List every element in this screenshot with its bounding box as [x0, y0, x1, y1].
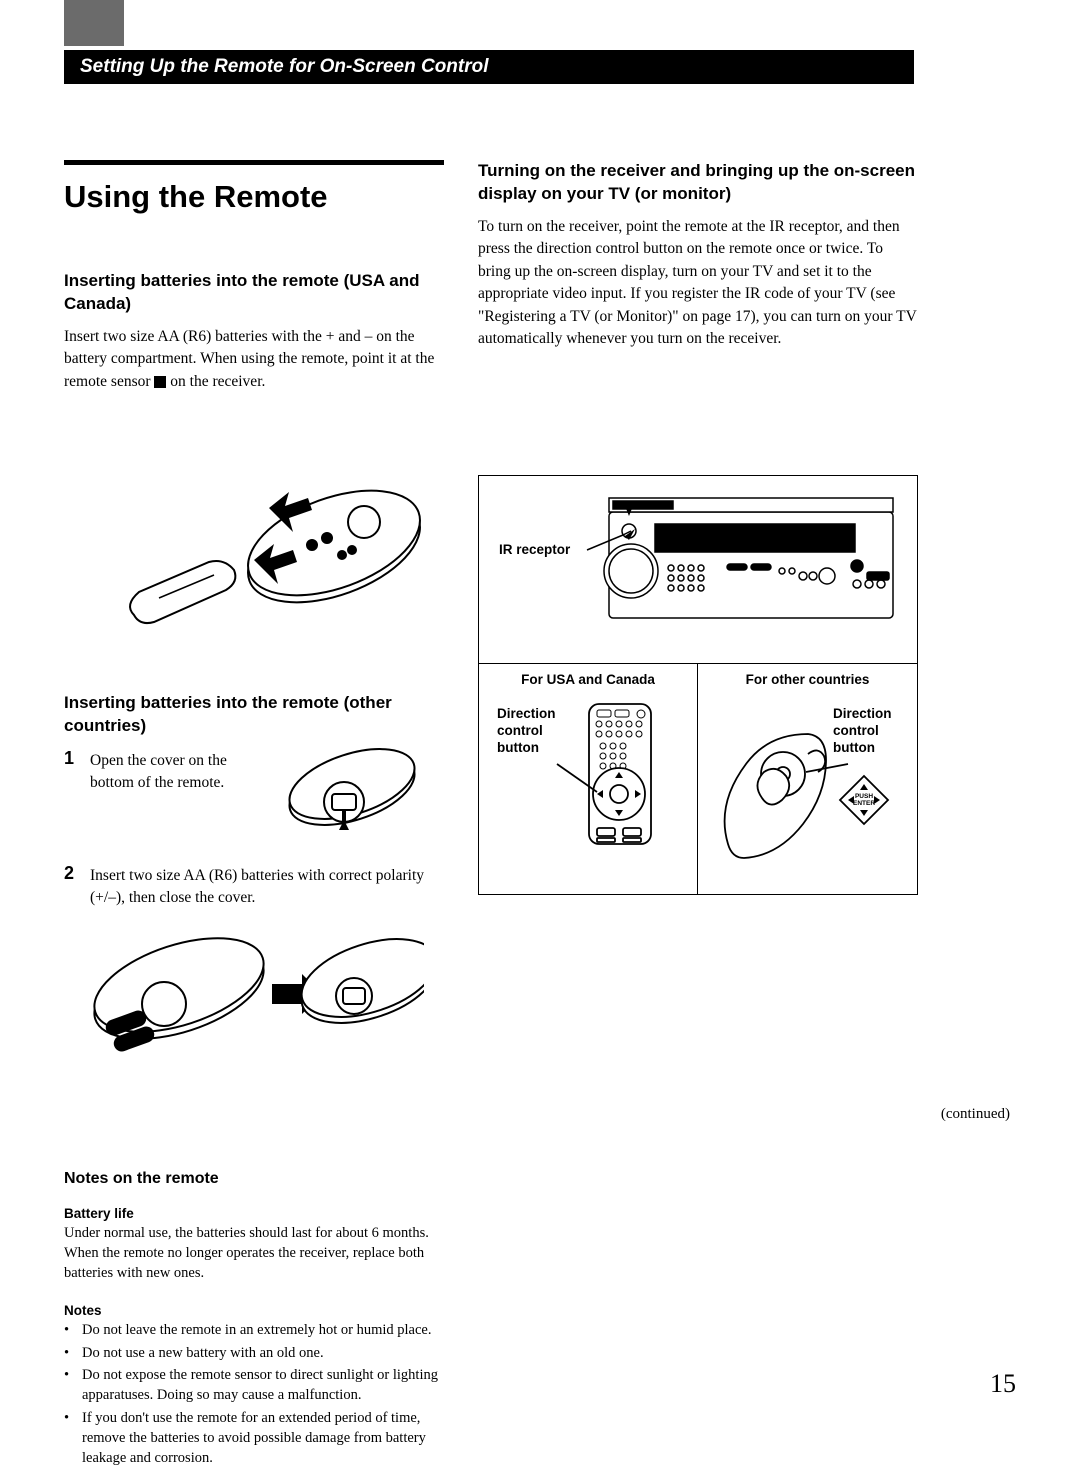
- note-text: If you don't use the remote for an exten…: [82, 1408, 464, 1469]
- receiver-illustration: [479, 476, 915, 664]
- panel-other: For other countries Direction control bu…: [698, 664, 917, 894]
- receiver-diagram: IR receptor For USA and Canada Direction…: [478, 475, 918, 895]
- usa-header: For USA and Canada: [479, 672, 697, 689]
- step-2-text: Insert two size AA (R6) batteries with c…: [90, 863, 444, 910]
- step-1-text: Open the cover on the bottom of the remo…: [90, 748, 260, 843]
- section-insert-other: Inserting batteries into the remote (oth…: [64, 692, 444, 1064]
- battery-life-head: Battery life: [64, 1206, 464, 1221]
- step-2-num: 2: [64, 863, 78, 910]
- step-2: 2 Insert two size AA (R6) batteries with…: [64, 863, 444, 910]
- step-1: 1 Open the cover on the bottom of the re…: [64, 748, 444, 843]
- note-text: Do not use a new battery with an old one…: [82, 1343, 324, 1363]
- subhead-right: Turning on the receiver and bringing up …: [478, 160, 918, 206]
- chapter-header-text: Setting Up the Remote for On-Screen Cont…: [80, 56, 489, 77]
- page-top-tab: [64, 0, 124, 46]
- list-item: •If you don't use the remote for an exte…: [64, 1408, 464, 1469]
- other-remote-illustration: PUSH ENTER: [698, 664, 916, 894]
- dir-label-usa: Direction control button: [497, 706, 567, 757]
- right-column: Turning on the receiver and bringing up …: [478, 160, 918, 351]
- figure-remote-usa: [64, 430, 444, 640]
- body-usa-b: on the receiver.: [166, 373, 265, 390]
- remote-sensor-icon: [154, 376, 166, 388]
- panel-usa: For USA and Canada Direction control but…: [479, 664, 698, 894]
- bullet-icon: •: [64, 1320, 74, 1340]
- other-header: For other countries: [698, 672, 917, 689]
- title-rule: [64, 160, 444, 165]
- usa-remote-illustration: [479, 664, 697, 894]
- body-usa: Insert two size AA (R6) batteries with t…: [64, 326, 444, 393]
- section-notes: Notes on the remote Battery life Under n…: [64, 1168, 464, 1471]
- figure-remote-batteries: [84, 924, 424, 1064]
- receiver-top-panel: IR receptor: [479, 476, 917, 664]
- continued-label: (continued): [941, 1106, 1010, 1123]
- main-title: Using the Remote: [64, 179, 444, 215]
- notes-list: • Do not leave the remote in an extremely…: [64, 1320, 464, 1468]
- list-item: • Do not leave the remote in an extremely…: [64, 1320, 464, 1340]
- note-text: Do not expose the remote sensor to direc…: [82, 1365, 464, 1406]
- body-right: To turn on the receiver, point the remot…: [478, 216, 918, 351]
- receiver-box: IR receptor For USA and Canada Direction…: [478, 475, 918, 895]
- receiver-bottom-panels: For USA and Canada Direction control but…: [479, 664, 917, 894]
- dir-label-other: Direction control button: [833, 706, 903, 757]
- push-enter-text-2: ENTER: [853, 800, 875, 807]
- note-text: Do not leave the remote in an extremely …: [82, 1320, 432, 1340]
- step-1-num: 1: [64, 748, 78, 843]
- notes-title: Notes on the remote: [64, 1168, 464, 1190]
- ir-receptor-label: IR receptor: [499, 542, 570, 559]
- chapter-header-bar: Setting Up the Remote for On-Screen Cont…: [64, 50, 914, 84]
- figure-remote-open: [272, 748, 422, 843]
- bullet-icon: •: [64, 1365, 74, 1406]
- list-item: •Do not expose the remote sensor to dire…: [64, 1365, 464, 1406]
- notes-head: Notes: [64, 1303, 464, 1318]
- bullet-icon: •: [64, 1343, 74, 1363]
- list-item: • Do not use a new battery with an old on…: [64, 1343, 464, 1363]
- bullet-icon: •: [64, 1408, 74, 1469]
- page-number: 15: [990, 1369, 1016, 1399]
- subhead-other: Inserting batteries into the remote (oth…: [64, 692, 444, 738]
- push-enter-text-1: PUSH: [855, 793, 873, 800]
- subhead-usa: Inserting batteries into the remote (USA…: [64, 270, 444, 316]
- battery-life-body: Under normal use, the batteries should l…: [64, 1223, 464, 1284]
- left-column: Using the Remote: [64, 160, 444, 215]
- section-insert-usa: Inserting batteries into the remote (USA…: [64, 270, 444, 393]
